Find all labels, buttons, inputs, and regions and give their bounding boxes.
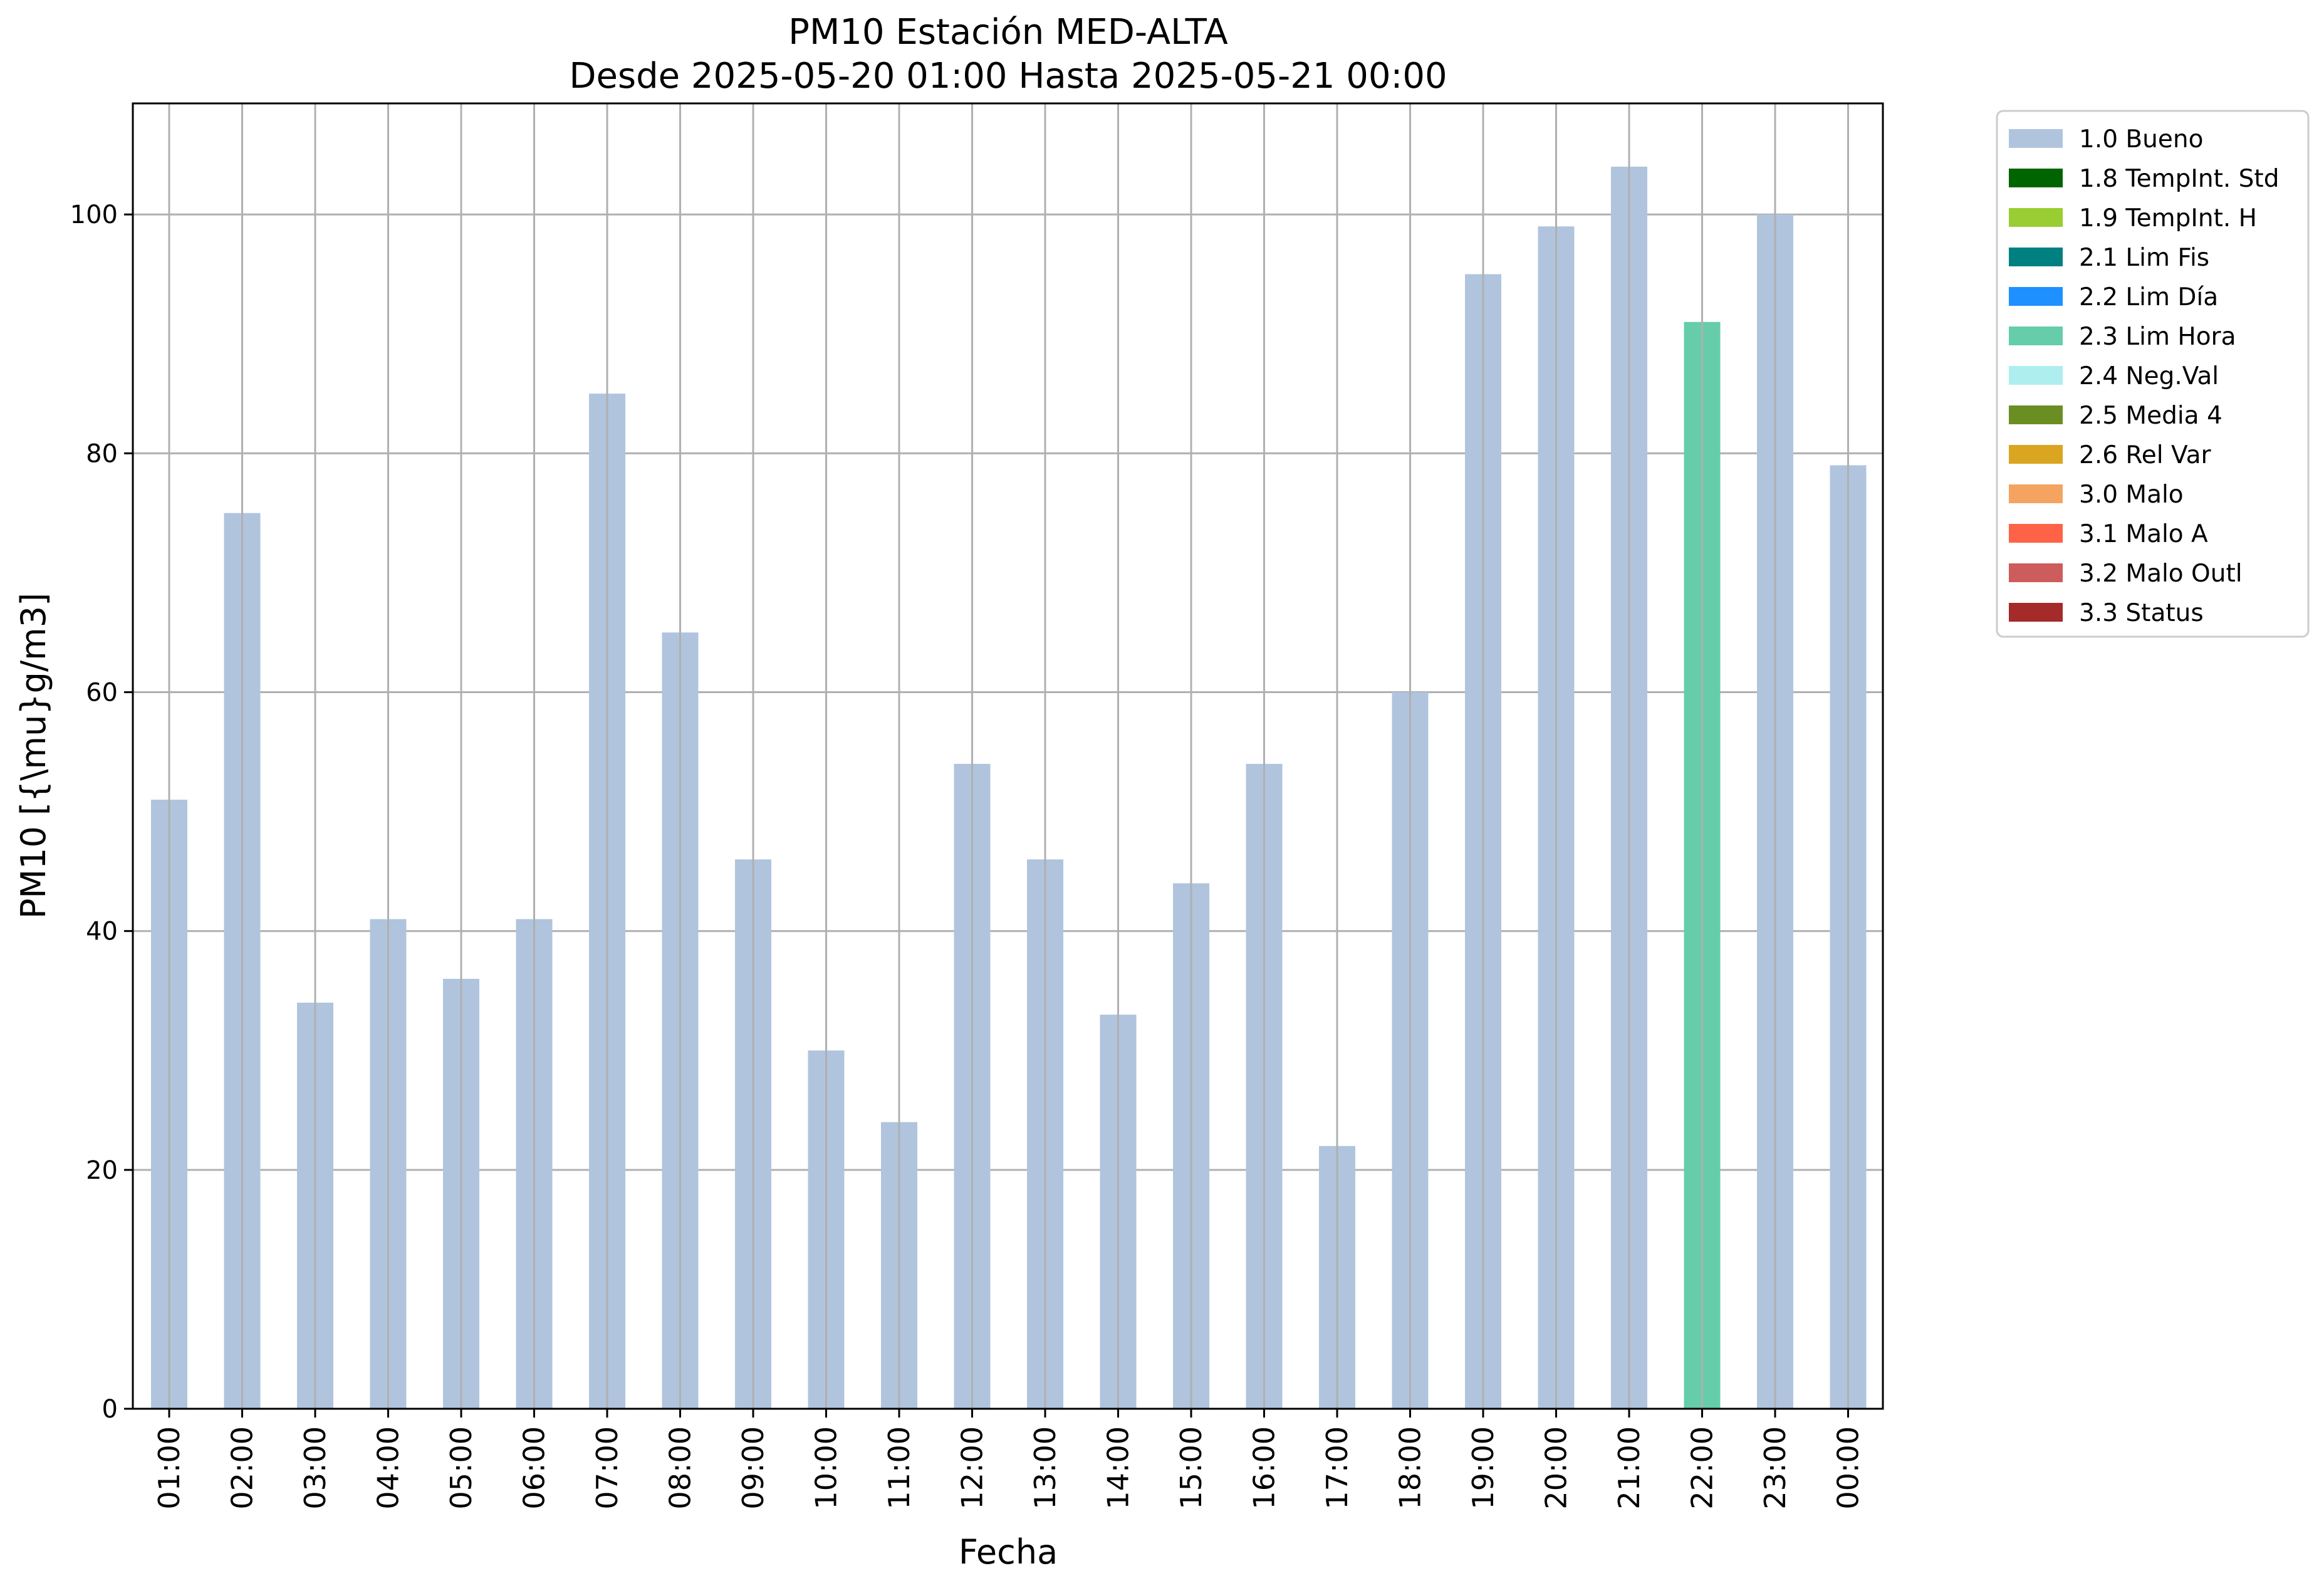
legend-swatch: [2009, 169, 2063, 187]
legend-label: 2.1 Lim Fis: [2079, 244, 2209, 272]
legend-swatch: [2009, 208, 2063, 227]
x-tick-label: 01:00: [152, 1426, 186, 1510]
y-axis-label: PM10 [{\mu}g/m3]: [14, 593, 53, 919]
x-tick-label: 13:00: [1028, 1426, 1062, 1510]
y-tick-label: 80: [86, 439, 118, 468]
x-tick-label: 00:00: [1832, 1426, 1865, 1510]
x-axis-label: Fecha: [959, 1532, 1058, 1572]
x-tick-label: 18:00: [1394, 1426, 1427, 1510]
x-tick-label: 04:00: [372, 1426, 405, 1510]
legend-label: 3.0 Malo: [2079, 481, 2184, 509]
chart-title: PM10 Estación MED-ALTA: [788, 12, 1228, 53]
plot-area-frame: [132, 102, 1884, 1410]
x-tick-label: 11:00: [882, 1426, 916, 1510]
legend-swatch: [2009, 484, 2063, 503]
legend-label: 2.3 Lim Hora: [2079, 323, 2236, 351]
legend-swatch: [2009, 563, 2063, 582]
legend-label: 3.1 Malo A: [2079, 520, 2208, 548]
x-tick-label: 12:00: [956, 1426, 989, 1510]
y-tick-label: 60: [86, 679, 118, 708]
chart-subtitle: Desde 2025-05-20 01:00 Hasta 2025-05-21 …: [569, 56, 1447, 97]
x-tick-label: 20:00: [1540, 1426, 1573, 1510]
y-tick-label: 40: [86, 917, 118, 946]
legend-items: 1.0 Bueno 1.8 TempInt. Std 1.9 TempInt. H 2…: [2009, 125, 2279, 627]
x-tick-label: 08:00: [664, 1426, 697, 1510]
legend-label: 2.2 Lim Día: [2079, 283, 2218, 311]
x-tick-label: 05:00: [444, 1426, 478, 1510]
x-tick-label: 16:00: [1248, 1426, 1281, 1510]
legend-swatch: [2009, 129, 2063, 148]
legend-swatch: [2009, 366, 2063, 385]
legend-frame: [1996, 110, 2310, 638]
x-tick-label: 15:00: [1174, 1426, 1208, 1510]
x-tick-label: 14:00: [1102, 1426, 1135, 1510]
y-axis-ticks: 0 20 40 60 80 100: [70, 201, 133, 1424]
legend-label: 1.8 TempInt. Std: [2079, 165, 2279, 193]
legend-label: 3.2 Malo Outl: [2079, 560, 2243, 588]
y-tick-label: 0: [102, 1395, 118, 1424]
x-tick-label: 22:00: [1686, 1426, 1719, 1510]
legend-swatch: [2009, 603, 2063, 622]
legend-label: 2.5 Media 4: [2079, 402, 2222, 430]
x-tick-label: 02:00: [226, 1426, 259, 1510]
x-tick-label: 23:00: [1758, 1426, 1792, 1510]
x-tick-label: 10:00: [810, 1426, 843, 1510]
x-tick-label: 06:00: [518, 1426, 551, 1510]
x-tick-label: 21:00: [1612, 1426, 1646, 1510]
x-tick-label: 17:00: [1320, 1426, 1354, 1510]
legend-label: 1.0 Bueno: [2079, 125, 2203, 154]
bars: [151, 103, 1867, 1409]
legend-swatch: [2009, 524, 2063, 543]
x-tick-label: 03:00: [298, 1426, 332, 1510]
legend-label: 2.4 Neg.Val: [2079, 362, 2219, 390]
legend: 1.0 Bueno 1.8 TempInt. Std 1.9 TempInt. H 2…: [1996, 110, 2310, 638]
x-tick-label: 07:00: [590, 1426, 624, 1510]
legend-swatch: [2009, 248, 2063, 266]
legend-swatch: [2009, 445, 2063, 464]
y-tick-label: 100: [70, 201, 118, 229]
x-tick-label: 19:00: [1466, 1426, 1500, 1510]
legend-swatch: [2009, 405, 2063, 424]
y-tick-label: 20: [86, 1156, 118, 1185]
legend-label: 3.3 Status: [2079, 599, 2204, 627]
legend-swatch: [2009, 326, 2063, 345]
legend-label: 1.9 TempInt. H: [2079, 204, 2257, 232]
legend-swatch: [2009, 287, 2063, 306]
legend-label: 2.6 Rel Var: [2079, 441, 2212, 469]
x-axis-ticks: 01:00 02:00 03:00 04:00 05:00 06:00 07:00 08:00…: [152, 1409, 1865, 1510]
x-tick-label: 09:00: [736, 1426, 770, 1510]
